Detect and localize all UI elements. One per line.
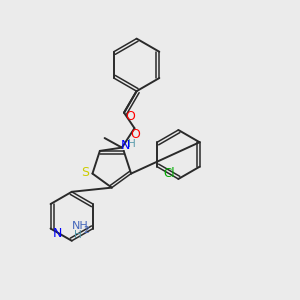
Text: H: H — [128, 139, 135, 149]
Text: H: H — [74, 230, 82, 240]
Text: Cl: Cl — [163, 167, 175, 180]
Text: O: O — [130, 128, 140, 141]
Text: N: N — [52, 226, 62, 239]
Text: S: S — [82, 167, 90, 179]
Text: NH: NH — [72, 220, 89, 230]
Text: N: N — [121, 139, 130, 152]
Text: 2: 2 — [84, 226, 89, 235]
Text: O: O — [126, 110, 136, 123]
